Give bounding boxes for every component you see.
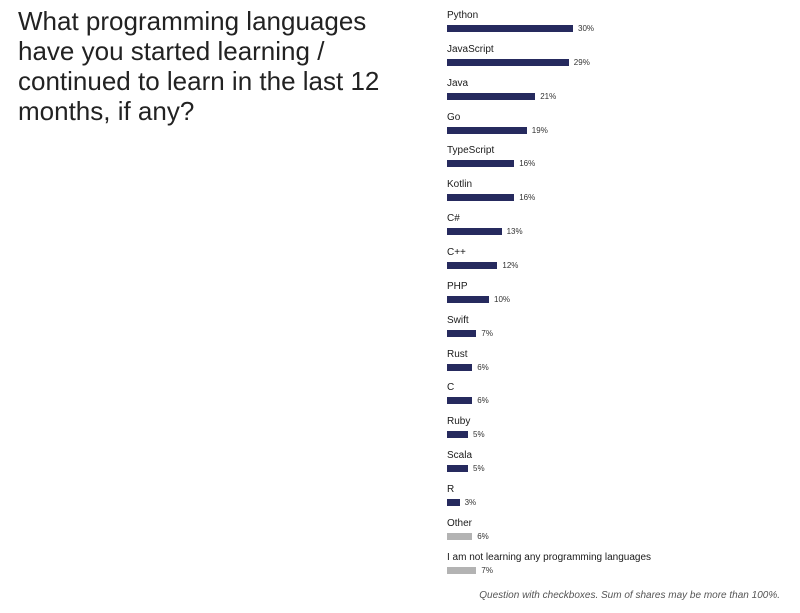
bar-row: PHP 10% bbox=[447, 280, 787, 310]
bar-value-label: 7% bbox=[481, 328, 493, 338]
category-label: C# bbox=[447, 213, 460, 225]
bar-row: Scala 5% bbox=[447, 449, 787, 479]
bar-row: I am not learning any programming langua… bbox=[447, 551, 787, 581]
bar-value-label: 5% bbox=[473, 464, 485, 474]
bar-row: C 6% bbox=[447, 381, 787, 411]
chart-footnote: Question with checkboxes. Sum of shares … bbox=[479, 590, 780, 601]
bar-value-label: 16% bbox=[519, 193, 536, 203]
bar bbox=[447, 261, 498, 269]
bar bbox=[447, 329, 477, 337]
bar-value-label: 19% bbox=[531, 125, 548, 135]
category-label: JavaScript bbox=[447, 43, 494, 55]
bar-row: Rust 6% bbox=[447, 348, 787, 378]
category-label: Python bbox=[447, 10, 479, 21]
bar bbox=[447, 295, 489, 303]
bar-chart: Python 30% JavaScript 29% Java 21% Go 19% TypeSc… bbox=[447, 0, 787, 590]
bar-value-label: 13% bbox=[506, 227, 523, 237]
bar bbox=[447, 160, 515, 168]
bar-row: Python 30% bbox=[447, 9, 787, 39]
bar-row: Swift 7% bbox=[447, 314, 787, 344]
bar bbox=[447, 397, 473, 405]
bar bbox=[447, 566, 477, 574]
bar-value-label: 16% bbox=[519, 159, 536, 169]
bar-value-label: 10% bbox=[494, 294, 511, 304]
category-label: R bbox=[447, 483, 455, 495]
category-label: Other bbox=[447, 517, 473, 529]
bar-row: Go 19% bbox=[447, 111, 787, 141]
bar bbox=[447, 58, 569, 66]
bar-value-label: 30% bbox=[578, 24, 595, 33]
category-label: Java bbox=[447, 77, 469, 89]
category-label: C bbox=[447, 382, 455, 394]
category-label: TypeScript bbox=[447, 145, 495, 157]
bar-value-label: 6% bbox=[477, 396, 489, 406]
bar-value-label: 29% bbox=[573, 57, 590, 67]
category-label: Rust bbox=[447, 348, 468, 360]
bar-row: TypeScript 16% bbox=[447, 144, 787, 174]
category-label: Kotlin bbox=[447, 179, 473, 191]
bar bbox=[447, 532, 473, 540]
bar-value-label: 12% bbox=[502, 260, 519, 270]
chart-title: What programming languages have you star… bbox=[18, 6, 380, 126]
bar bbox=[447, 431, 468, 439]
bar-row: R 3% bbox=[447, 483, 787, 513]
category-label: Swift bbox=[447, 314, 469, 326]
bar-value-label: 6% bbox=[477, 531, 489, 541]
bar-row: C++ 12% bbox=[447, 246, 787, 276]
bar-row: JavaScript 29% bbox=[447, 43, 787, 73]
bar-value-label: 21% bbox=[540, 91, 557, 101]
bar-row: Kotlin 16% bbox=[447, 178, 787, 208]
category-label: PHP bbox=[447, 280, 468, 292]
category-label: Go bbox=[447, 111, 461, 123]
bar bbox=[447, 25, 573, 32]
category-label: C++ bbox=[447, 246, 466, 258]
category-label: I am not learning any programming langua… bbox=[447, 551, 652, 563]
bar-value-label: 6% bbox=[477, 362, 489, 372]
category-label: Scala bbox=[447, 450, 473, 462]
bar-value-label: 5% bbox=[473, 430, 485, 440]
bar-row: Other 6% bbox=[447, 517, 787, 547]
bar-row: Java 21% bbox=[447, 77, 787, 107]
bar-value-label: 7% bbox=[481, 565, 493, 575]
bar-row: C# 13% bbox=[447, 212, 787, 242]
bar bbox=[447, 194, 515, 202]
bar-row: Ruby 5% bbox=[447, 415, 787, 445]
bar bbox=[447, 126, 527, 134]
bar bbox=[447, 92, 536, 100]
category-label: Ruby bbox=[447, 416, 471, 428]
bar-value-label: 3% bbox=[464, 497, 477, 507]
bar bbox=[447, 498, 460, 506]
bar bbox=[447, 465, 468, 473]
bar bbox=[447, 363, 473, 371]
bar bbox=[447, 228, 502, 236]
